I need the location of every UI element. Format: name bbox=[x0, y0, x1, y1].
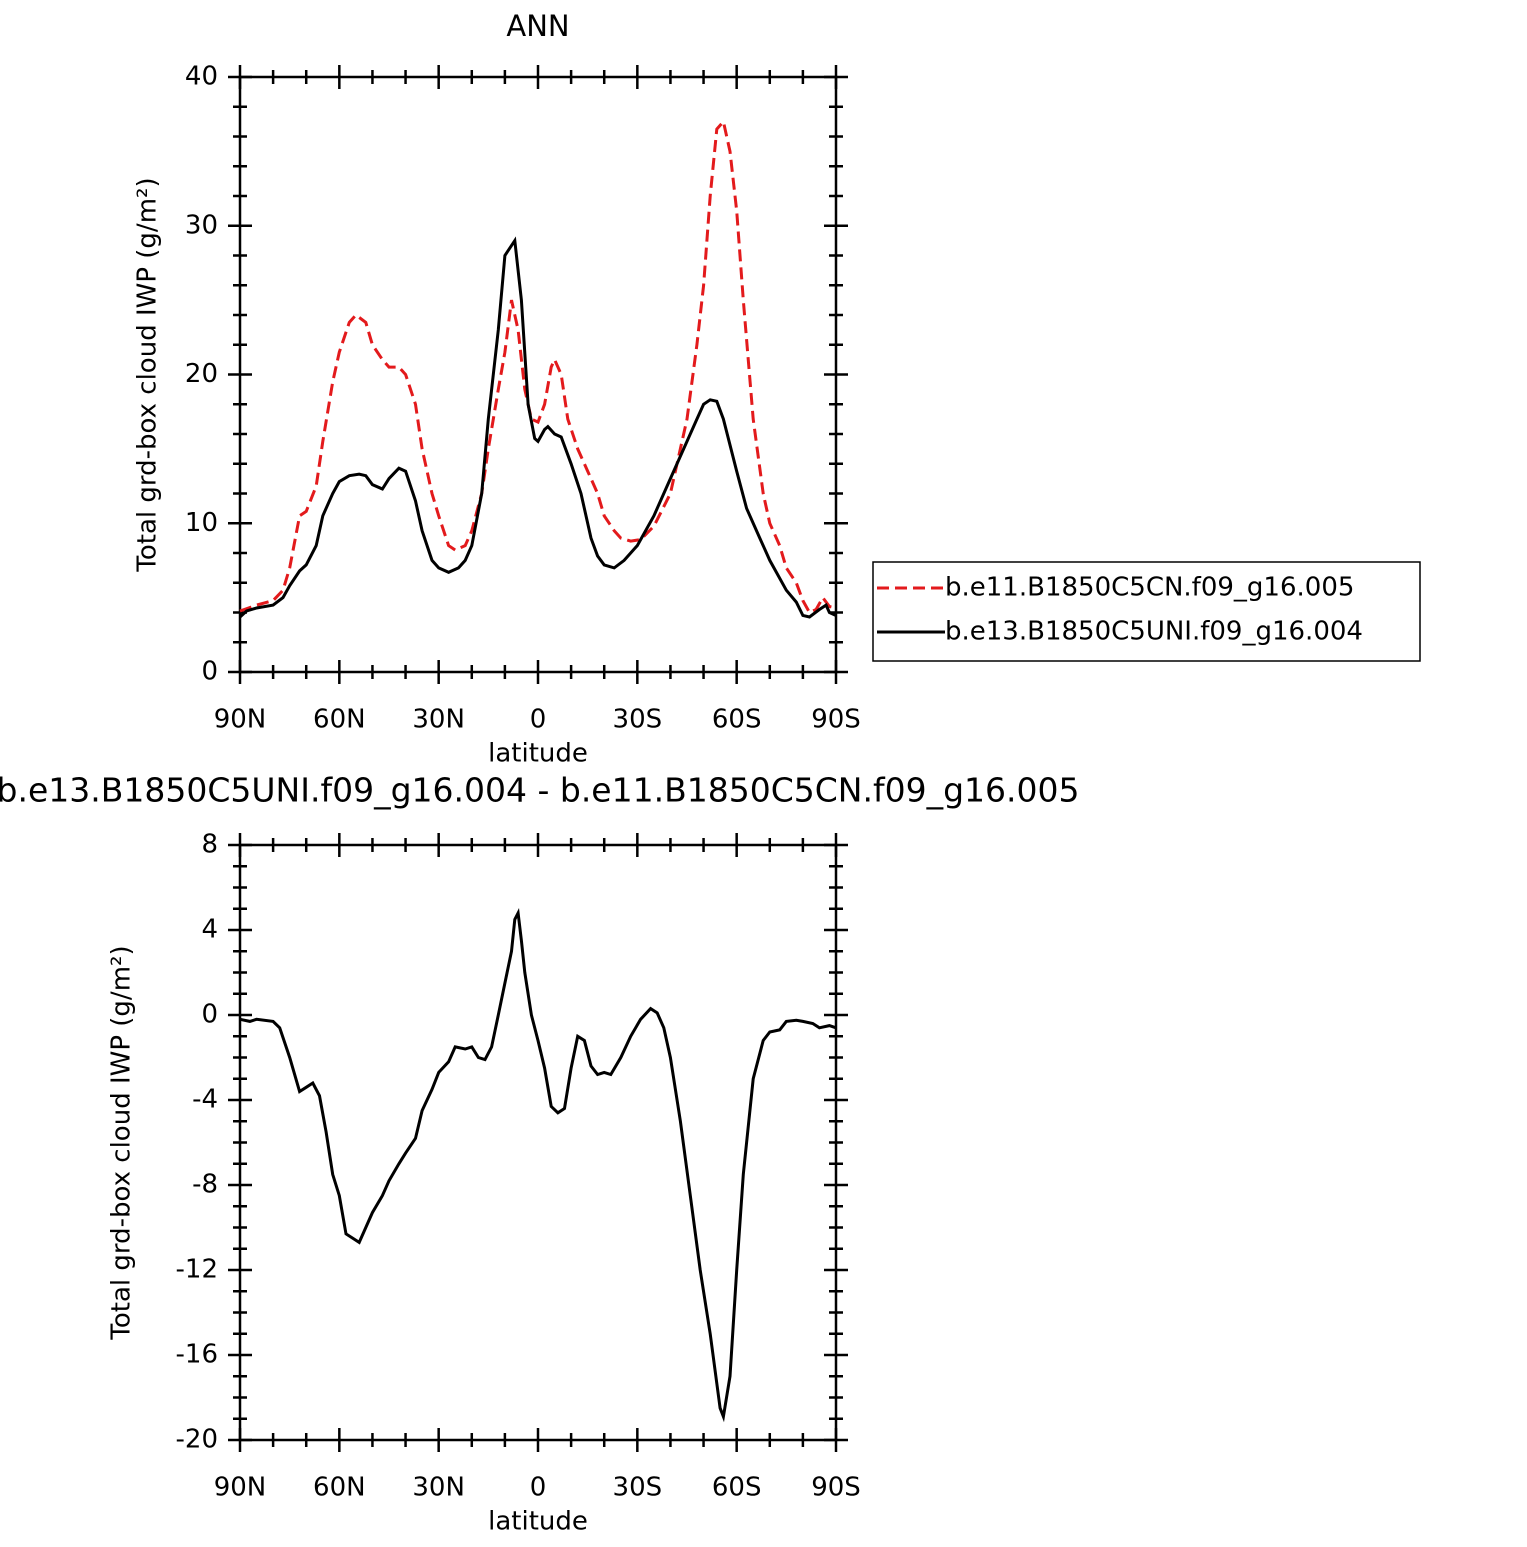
plot-frame bbox=[238, 75, 838, 674]
chart-title: b.e13.B1850C5UNI.f09_g16.004 - b.e11.B18… bbox=[0, 771, 1079, 810]
x-tick-label: 60N bbox=[313, 705, 366, 735]
data-line bbox=[239, 118, 837, 615]
y-tick-label: -20 bbox=[176, 1425, 218, 1455]
x-tick-label: 60S bbox=[712, 705, 762, 735]
x-tick-label: 60N bbox=[313, 1473, 366, 1503]
y-axis-label: Total grd-box cloud IWP (g/m²) bbox=[133, 177, 163, 572]
chart-title: ANN bbox=[506, 9, 569, 43]
data-line bbox=[238, 236, 837, 619]
legend-label: b.e13.B1850C5UNI.f09_g16.004 bbox=[945, 617, 1363, 647]
y-tick-label: -12 bbox=[176, 1255, 218, 1285]
y-tick-label: 8 bbox=[201, 830, 218, 860]
x-tick-label: 90S bbox=[811, 1473, 861, 1503]
x-tick-label: 60S bbox=[712, 1473, 762, 1503]
data-line bbox=[239, 907, 837, 1423]
x-tick-label: 30S bbox=[613, 705, 663, 735]
y-tick-label: -8 bbox=[192, 1170, 218, 1200]
x-axis-label: latitude bbox=[488, 1507, 588, 1537]
y-tick-label: 20 bbox=[185, 359, 218, 389]
y-tick-label: 4 bbox=[201, 915, 218, 945]
x-tick-label: 90S bbox=[811, 705, 861, 735]
x-tick-label: 30S bbox=[613, 1473, 663, 1503]
y-axis-label: Total grd-box cloud IWP (g/m²) bbox=[107, 945, 137, 1340]
y-tick-label: 30 bbox=[185, 210, 218, 240]
x-tick-label: 90N bbox=[214, 705, 267, 735]
y-tick-label: -4 bbox=[192, 1085, 218, 1115]
y-tick-label: 40 bbox=[185, 62, 218, 92]
y-tick-label: -16 bbox=[176, 1340, 218, 1370]
x-tick-label: 30N bbox=[412, 1473, 465, 1503]
x-tick-label: 90N bbox=[214, 1473, 267, 1503]
x-tick-label: 0 bbox=[530, 1473, 547, 1503]
legend-box bbox=[872, 561, 1421, 662]
legend-label: b.e11.B1850C5CN.f09_g16.005 bbox=[945, 573, 1354, 603]
x-tick-label: 0 bbox=[530, 705, 547, 735]
x-axis-label: latitude bbox=[488, 739, 588, 769]
x-tick-label: 30N bbox=[412, 705, 465, 735]
y-tick-label: 10 bbox=[185, 508, 218, 538]
y-tick-label: 0 bbox=[201, 657, 218, 687]
y-tick-label: 0 bbox=[201, 1000, 218, 1030]
